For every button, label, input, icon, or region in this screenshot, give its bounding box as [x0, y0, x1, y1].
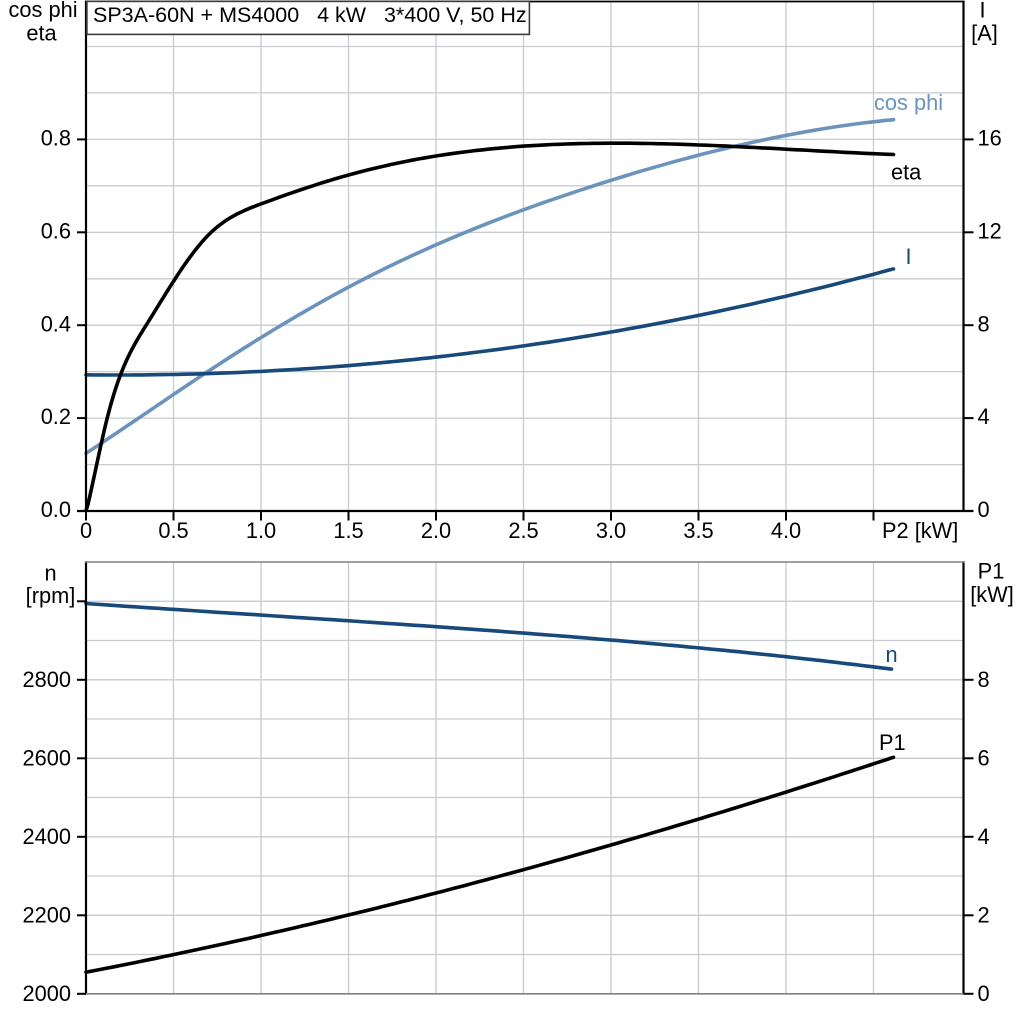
svg-text:8: 8	[978, 311, 990, 336]
svg-text:2800: 2800	[23, 667, 72, 692]
svg-text:2000: 2000	[23, 981, 72, 1006]
svg-text:2: 2	[978, 903, 990, 928]
svg-text:2.5: 2.5	[508, 518, 538, 543]
svg-text:1.5: 1.5	[333, 518, 363, 543]
svg-text:eta: eta	[26, 21, 57, 46]
svg-text:16: 16	[978, 126, 1002, 151]
svg-text:[rpm]: [rpm]	[26, 583, 76, 608]
svg-text:0.2: 0.2	[41, 404, 71, 429]
svg-text:0: 0	[80, 518, 92, 543]
svg-text:SP3A-60N + MS4000 4 kW 3*4: SP3A-60N + MS4000 4 kW 3*400 V, 50 Hz	[93, 3, 527, 27]
svg-text:I: I	[906, 244, 912, 269]
svg-text:[kW]: [kW]	[970, 582, 1014, 607]
svg-text:0: 0	[978, 497, 990, 522]
svg-text:0.5: 0.5	[158, 518, 188, 543]
svg-text:I: I	[979, 0, 985, 23]
svg-text:1.0: 1.0	[246, 518, 276, 543]
svg-text:2.0: 2.0	[421, 518, 451, 543]
svg-text:8: 8	[978, 667, 990, 692]
svg-text:0.0: 0.0	[41, 497, 71, 522]
svg-text:cos phi: cos phi	[874, 90, 943, 115]
svg-text:cos phi: cos phi	[8, 0, 77, 22]
svg-text:2600: 2600	[23, 746, 72, 771]
svg-text:0.4: 0.4	[41, 311, 71, 336]
svg-text:n: n	[44, 561, 56, 586]
svg-text:12: 12	[978, 218, 1002, 243]
svg-text:2200: 2200	[23, 903, 72, 928]
svg-text:4.0: 4.0	[771, 518, 801, 543]
svg-text:P2 [kW]: P2 [kW]	[882, 518, 958, 543]
svg-text:3.5: 3.5	[683, 518, 713, 543]
svg-text:4: 4	[978, 824, 990, 849]
svg-text:eta: eta	[891, 160, 922, 185]
svg-text:n: n	[886, 642, 898, 667]
svg-text:0.8: 0.8	[41, 126, 71, 151]
svg-text:0: 0	[978, 981, 990, 1006]
svg-text:4: 4	[978, 404, 990, 429]
svg-text:3.0: 3.0	[596, 518, 626, 543]
svg-text:2400: 2400	[23, 824, 72, 849]
svg-text:[A]: [A]	[971, 21, 998, 46]
svg-text:6: 6	[978, 746, 990, 771]
svg-text:P1: P1	[879, 730, 906, 755]
svg-text:P1: P1	[978, 559, 1005, 584]
svg-text:0.6: 0.6	[41, 218, 71, 243]
